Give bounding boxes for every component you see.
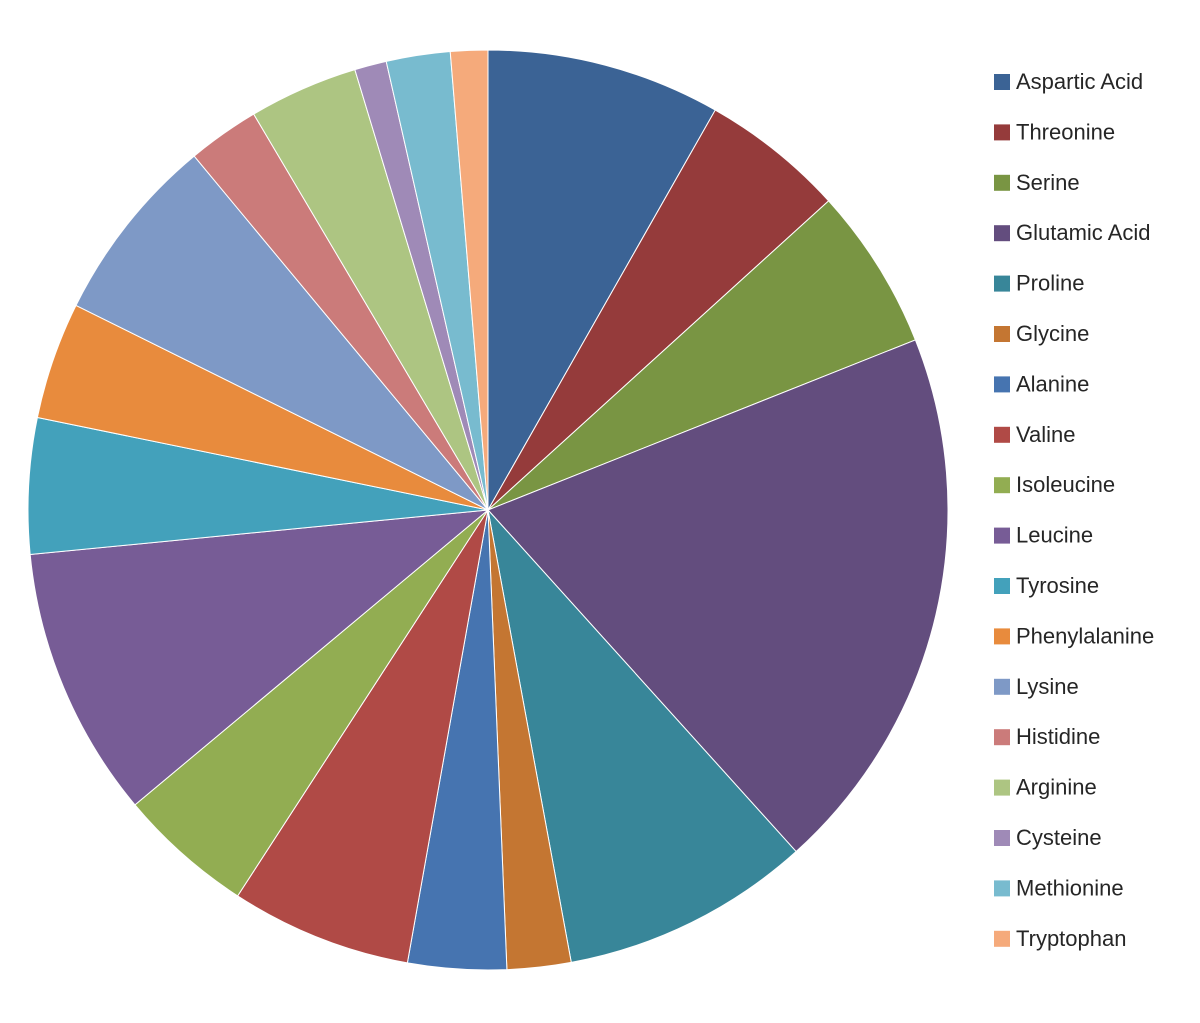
legend-swatch-glutamic-acid	[994, 225, 1010, 242]
legend-swatch-methionine	[994, 880, 1010, 897]
pie-slices	[27, 49, 949, 971]
legend-label-valine: Valine	[1016, 422, 1076, 447]
legend-swatch-arginine	[994, 779, 1010, 796]
legend-label-serine: Serine	[1016, 170, 1080, 195]
legend-item-isoleucine: Isoleucine	[994, 472, 1115, 497]
legend-swatch-serine	[994, 174, 1010, 191]
legend-label-phenylalanine: Phenylalanine	[1016, 623, 1154, 648]
pie-slice-proline	[487, 508, 797, 963]
legend-label-proline: Proline	[1016, 271, 1084, 296]
legend-label-histidine: Histidine	[1016, 724, 1100, 749]
legend-item-cysteine: Cysteine	[994, 825, 1102, 850]
legend-item-aspartic-acid: Aspartic Acid	[994, 69, 1143, 94]
legend-swatch-cysteine	[994, 830, 1010, 846]
legend-label-isoleucine: Isoleucine	[1016, 472, 1115, 497]
legend-item-tyrosine: Tyrosine	[994, 573, 1099, 598]
legend-swatch-tryptophan	[994, 930, 1010, 947]
legend-swatch-proline	[994, 275, 1010, 292]
pie-slice-glutamic-acid	[487, 339, 949, 853]
legend-label-glutamic-acid: Glutamic Acid	[1016, 220, 1151, 245]
legend-swatch-isoleucine	[994, 477, 1010, 494]
legend-swatch-aspartic-acid	[994, 74, 1010, 90]
legend-swatch-valine	[994, 426, 1010, 443]
legend-item-threonine: Threonine	[994, 119, 1115, 144]
pie-slice-tryptophan	[449, 49, 489, 511]
pie-slice-valine	[236, 509, 489, 964]
legend-item-histidine: Histidine	[994, 724, 1100, 749]
pie-slice-threonine	[487, 109, 830, 511]
legend-label-tyrosine: Tyrosine	[1016, 573, 1099, 598]
legend-item-tryptophan: Tryptophan	[994, 926, 1126, 951]
pie-slice-aspartic-acid	[487, 49, 716, 512]
legend: Aspartic Acid Threonine Serine Glutamic Aci…	[994, 69, 1154, 951]
legend-item-glycine: Glycine	[994, 321, 1089, 346]
legend-label-aspartic-acid: Aspartic Acid	[1016, 69, 1143, 94]
legend-swatch-glycine	[994, 326, 1010, 342]
legend-label-tryptophan: Tryptophan	[1016, 926, 1126, 951]
legend-swatch-histidine	[994, 729, 1010, 746]
legend-label-cysteine: Cysteine	[1016, 825, 1102, 850]
legend-swatch-tyrosine	[994, 578, 1010, 594]
legend-swatch-leucine	[994, 527, 1010, 544]
pie-slice-leucine	[29, 509, 490, 806]
legend-item-valine: Valine	[994, 422, 1076, 447]
legend-item-alanine: Alanine	[994, 371, 1089, 396]
legend-label-lysine: Lysine	[1016, 674, 1079, 699]
legend-item-methionine: Methionine	[994, 875, 1124, 900]
legend-label-glycine: Glycine	[1016, 321, 1089, 346]
legend-label-arginine: Arginine	[1016, 775, 1097, 800]
legend-label-leucine: Leucine	[1016, 523, 1093, 548]
legend-item-lysine: Lysine	[994, 674, 1079, 699]
legend-item-leucine: Leucine	[994, 523, 1093, 548]
legend-swatch-threonine	[994, 124, 1010, 141]
legend-swatch-phenylalanine	[994, 628, 1010, 645]
pie-slice-lysine	[75, 155, 489, 511]
legend-item-proline: Proline	[994, 271, 1084, 296]
legend-item-serine: Serine	[994, 170, 1080, 195]
legend-swatch-alanine	[994, 376, 1010, 393]
legend-item-glutamic-acid: Glutamic Acid	[994, 220, 1151, 245]
legend-label-methionine: Methionine	[1016, 875, 1124, 900]
legend-swatch-lysine	[994, 678, 1010, 695]
legend-item-arginine: Arginine	[994, 775, 1097, 800]
pie-slice-serine	[487, 200, 917, 511]
legend-label-threonine: Threonine	[1016, 119, 1115, 144]
legend-label-alanine: Alanine	[1016, 371, 1089, 396]
legend-item-phenylalanine: Phenylalanine	[994, 623, 1154, 648]
